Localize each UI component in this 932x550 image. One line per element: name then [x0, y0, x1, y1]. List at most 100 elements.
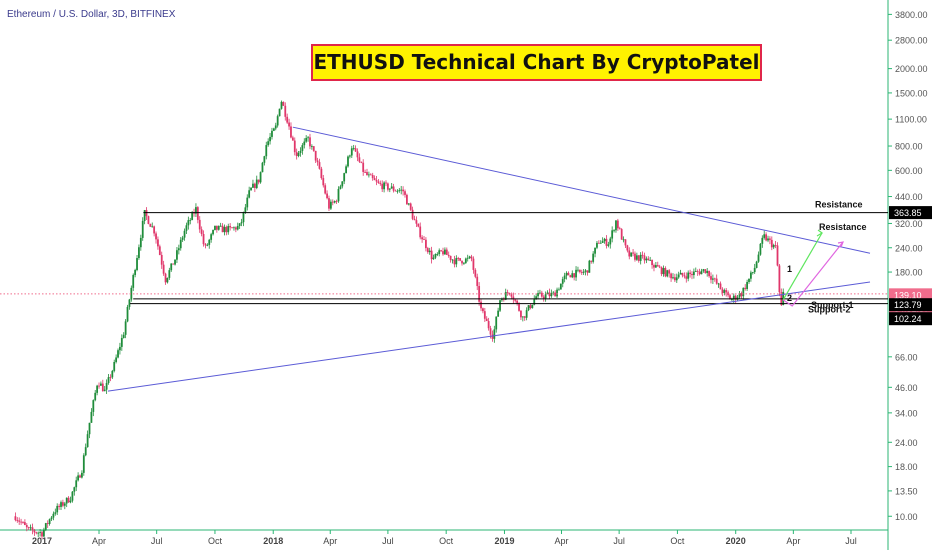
candle-body	[594, 247, 596, 254]
candle-body	[622, 239, 625, 241]
support-2-price-badge: 123.79	[894, 300, 922, 310]
candle-body	[698, 271, 701, 275]
candle-body	[493, 329, 496, 339]
candle-body	[164, 273, 167, 283]
candle-body	[480, 301, 482, 309]
candle-body	[700, 270, 703, 275]
candle-body	[689, 272, 691, 274]
candle-body	[577, 269, 579, 271]
candle-body	[41, 532, 43, 537]
candle-body	[540, 292, 543, 297]
candle-body	[185, 225, 188, 231]
candle-body	[354, 148, 357, 152]
candle-body	[685, 276, 688, 279]
candle-body	[529, 305, 532, 309]
candle-body	[643, 255, 646, 261]
candle-body	[231, 227, 233, 229]
candle-body	[341, 181, 344, 187]
candle-body	[715, 278, 718, 284]
candle-body	[362, 162, 365, 172]
candle-body	[419, 226, 422, 238]
candle-body	[229, 226, 232, 228]
candle-body	[772, 245, 775, 248]
trendline	[107, 281, 871, 392]
candle-body	[497, 310, 500, 317]
candle-body	[284, 105, 287, 117]
candle-body	[227, 226, 230, 233]
candle-body	[320, 168, 323, 179]
candle-body	[162, 264, 165, 274]
y-tick-label: 440.00	[895, 192, 923, 202]
candle-body	[738, 293, 741, 298]
candle-body	[634, 253, 636, 260]
candle-body	[219, 225, 222, 227]
candle-body	[468, 256, 471, 258]
candle-body	[512, 296, 515, 300]
candle-body	[18, 520, 21, 522]
candle-body	[288, 122, 290, 127]
x-tick-label: 2020	[726, 536, 746, 546]
candle-body	[324, 185, 327, 194]
candle-body	[115, 357, 118, 362]
candle-body	[301, 145, 304, 151]
y-tick-label: 2000.00	[895, 64, 928, 74]
candle-body	[130, 287, 133, 300]
scenario-2-marker: 2	[787, 293, 792, 303]
candle-body	[81, 472, 83, 478]
candle-body	[174, 259, 176, 265]
candle-body	[491, 334, 494, 339]
candle-body	[719, 283, 722, 290]
trendline	[292, 126, 871, 254]
candle-body	[692, 271, 695, 276]
candle-body	[352, 148, 355, 149]
candle-body	[139, 237, 142, 248]
candle-body	[632, 252, 634, 254]
candle-body	[14, 516, 17, 521]
candle-body	[778, 265, 781, 293]
y-tick-label: 180.00	[895, 268, 923, 278]
candle-body	[605, 238, 608, 246]
candle-body	[668, 270, 671, 274]
candle-body	[482, 308, 484, 312]
candle-body	[238, 223, 241, 226]
candle-body	[82, 455, 85, 473]
candle-body	[413, 218, 416, 221]
candle-body	[506, 292, 509, 294]
candle-body	[214, 225, 216, 230]
candle-body	[440, 250, 443, 252]
candle-body	[664, 268, 667, 277]
candle-body	[628, 250, 631, 257]
candle-body	[246, 197, 249, 208]
candle-body	[713, 278, 716, 280]
candle-body	[723, 290, 726, 294]
candle-body	[132, 274, 135, 288]
candle-body	[333, 201, 336, 203]
candle-body	[360, 161, 363, 163]
candle-body	[769, 238, 771, 240]
candle-body	[483, 311, 486, 319]
candle-body	[215, 225, 218, 230]
candle-body	[263, 156, 266, 163]
candle-body	[234, 227, 237, 230]
candle-body	[67, 497, 70, 503]
candle-body	[166, 277, 169, 283]
candle-body	[291, 137, 294, 141]
candle-body	[596, 242, 598, 248]
scenario-1-marker: 1	[787, 264, 792, 274]
candle-body	[569, 275, 572, 278]
candle-body	[407, 203, 410, 205]
candle-body	[725, 290, 728, 293]
candle-body	[527, 305, 530, 311]
candle-body	[198, 219, 201, 230]
candle-body	[575, 269, 577, 278]
candle-body	[147, 216, 150, 224]
scenario-1-arrow	[782, 232, 823, 301]
candle-body	[242, 212, 245, 223]
candle-body	[552, 292, 555, 294]
candle-body	[411, 209, 414, 219]
candle-body	[158, 246, 161, 255]
candle-body	[90, 411, 93, 423]
candle-body	[217, 226, 220, 230]
candle-body	[280, 101, 283, 109]
candle-body	[770, 239, 773, 248]
